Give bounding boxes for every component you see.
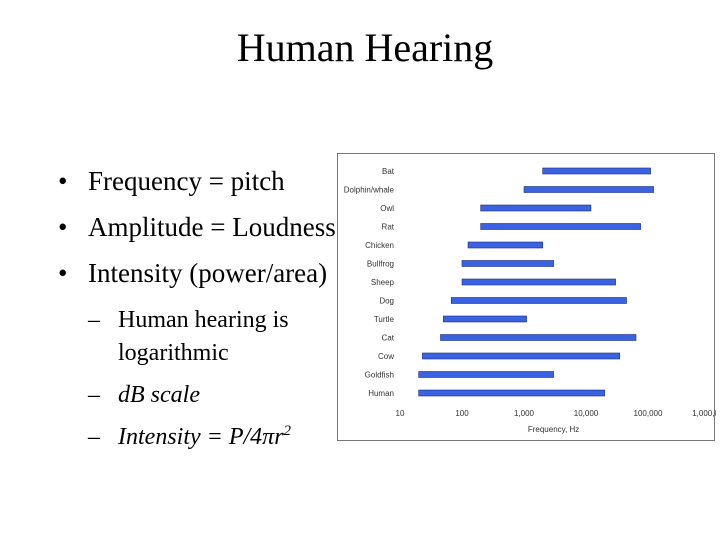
bar-turtle	[443, 315, 527, 323]
bar-chicken	[467, 241, 543, 249]
bar-sheep	[461, 278, 616, 286]
bar-goldfish	[418, 371, 554, 378]
category-label: Bullfrog	[367, 260, 394, 269]
bullet-marker: •	[58, 212, 68, 242]
x-axis-label: Frequency, Hz	[528, 425, 579, 434]
category-labels: Bat Dolphin/whale Owl Rat Chicken Bullfrog She…	[344, 167, 395, 398]
x-tick-label: 1,000,000	[692, 409, 716, 418]
sub-bullet-item: – Human hearing is logarithmic	[58, 304, 338, 370]
category-label: Turtle	[374, 315, 395, 324]
slide-title: Human Hearing	[236, 25, 494, 70]
sub-bullet-marker: –	[88, 424, 100, 450]
category-label: Bat	[382, 167, 395, 176]
x-tick-label: 10,000	[574, 409, 599, 418]
bullet-list: • Frequency = pitch • Amplitude = Loudne…	[58, 162, 338, 463]
x-tick-label: 1,000	[514, 409, 535, 418]
bar-rat	[480, 223, 641, 230]
bullet-item: • Frequency = pitch	[58, 162, 338, 200]
bar-dog	[450, 297, 627, 304]
bar-cat	[440, 334, 637, 341]
bar-cow	[422, 352, 621, 360]
formula-r: r	[274, 424, 284, 450]
bar-human	[418, 389, 605, 397]
bar-owl	[480, 204, 592, 212]
category-label: Chicken	[365, 241, 394, 250]
bar-bat	[542, 167, 651, 175]
pi-symbol: π	[262, 424, 275, 450]
category-label: Goldfish	[365, 371, 394, 380]
formula-exponent: 2	[283, 423, 292, 439]
x-tick-label: 10	[396, 409, 405, 418]
bullet-item: • Intensity (power/area)	[58, 254, 338, 292]
category-label: Human	[368, 389, 394, 398]
sub-bullet-item: – Intensity = P/4πr2	[58, 421, 338, 454]
category-label: Owl	[380, 204, 394, 213]
bullet-text: Amplitude = Loudness	[88, 212, 336, 242]
bullet-marker: •	[58, 258, 68, 288]
sub-bullet-marker: –	[88, 382, 100, 408]
bullet-item: • Amplitude = Loudness	[58, 208, 338, 246]
bar-dolphin-whale	[523, 186, 654, 193]
category-label: Cow	[378, 352, 394, 361]
sub-bullet-list: – Human hearing is logarithmic – dB scal…	[58, 304, 338, 454]
hearing-range-chart: Bat Dolphin/whale Owl Rat Chicken Bullfrog She…	[337, 153, 716, 441]
category-label: Cat	[382, 334, 395, 343]
x-tick-label: 100	[455, 409, 469, 418]
sub-bullet-text: dB scale	[118, 382, 200, 408]
bullet-text: Intensity (power/area)	[88, 258, 328, 288]
tick-labels: 10 100 1,000 10,000 100,000 1,000,000	[396, 409, 716, 418]
bullet-marker: •	[58, 166, 68, 196]
category-label: Dolphin/whale	[344, 186, 395, 195]
sub-bullet-text: Human hearing is logarithmic	[118, 307, 289, 366]
category-label: Dog	[379, 297, 394, 306]
intensity-formula: Intensity = P/4πr2	[118, 423, 292, 451]
x-tick-label: 100,000	[634, 409, 663, 418]
bullet-text: Frequency = pitch	[88, 166, 285, 196]
sub-bullet-marker: –	[88, 307, 100, 333]
bar-bullfrog	[461, 260, 554, 267]
bars-layer	[418, 167, 654, 397]
sub-bullet-item: – dB scale	[58, 379, 338, 412]
category-label: Sheep	[371, 278, 395, 287]
category-label: Rat	[382, 223, 395, 232]
formula-text: Intensity = P/4	[118, 424, 263, 450]
chart-svg: Bat Dolphin/whale Owl Rat Chicken Bullfrog She…	[344, 167, 716, 434]
